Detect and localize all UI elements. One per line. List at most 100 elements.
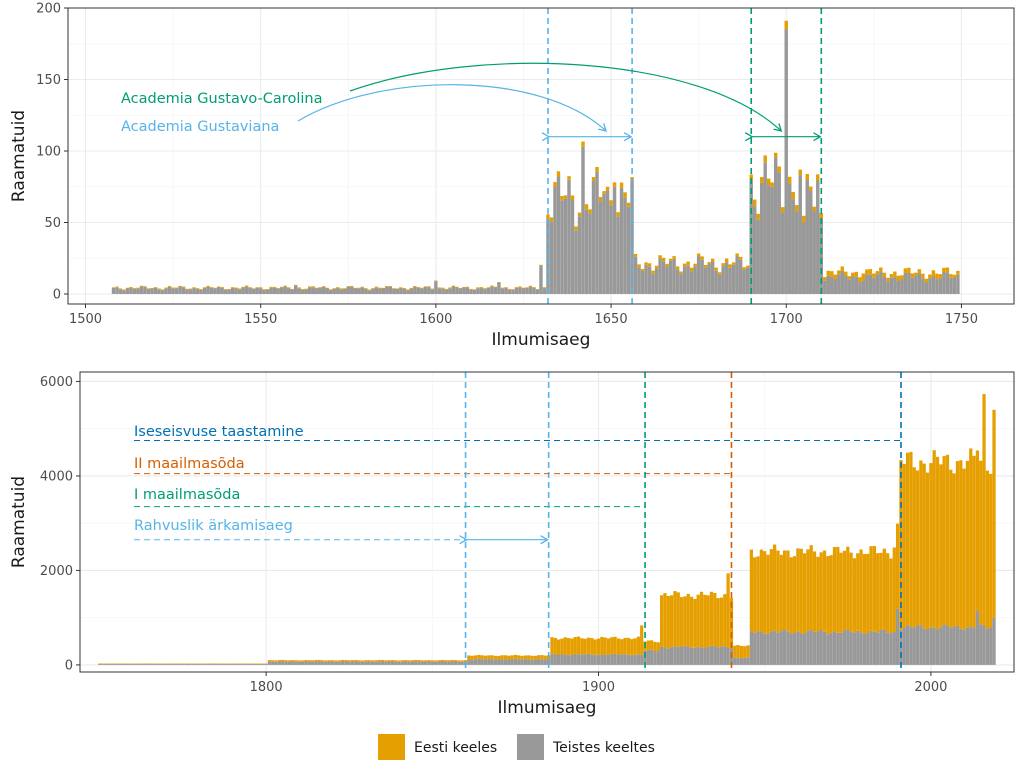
bar-other-1953 xyxy=(773,631,776,665)
bar-estonian-1714 xyxy=(834,275,837,280)
bar-estonian-1794 xyxy=(245,663,248,664)
bar-other-1537 xyxy=(213,288,216,294)
bar-estonian-1988 xyxy=(889,559,892,634)
bar-other-1827 xyxy=(354,661,357,665)
bar-estonian-1569 xyxy=(326,288,329,289)
bar-other-1848 xyxy=(424,662,427,665)
bar-estonian-1992 xyxy=(903,464,906,628)
bar-estonian-2013 xyxy=(972,456,975,628)
bar-other-1516 xyxy=(140,286,143,294)
bar-estonian-1806 xyxy=(284,660,287,661)
bar-estonian-1783 xyxy=(208,663,211,664)
x-tick-label: 1650 xyxy=(595,312,628,327)
bar-other-1689 xyxy=(746,268,749,294)
bar-estonian-1591 xyxy=(403,288,406,289)
bar-other-1527 xyxy=(178,287,181,294)
bar-estonian-1840 xyxy=(397,660,400,661)
bar-other-1533 xyxy=(199,290,202,294)
bar-estonian-1694 xyxy=(763,155,766,162)
label-i-maailmasoda: I maailmasõda xyxy=(134,487,240,503)
bar-estonian-1982 xyxy=(869,546,872,631)
bar-estonian-1849 xyxy=(427,660,430,661)
bar-other-1605 xyxy=(452,286,455,294)
bar-other-1676 xyxy=(700,260,703,294)
bar-other-1511 xyxy=(122,290,125,294)
bar-other-1788 xyxy=(225,664,228,665)
bar-other-1798 xyxy=(258,664,261,665)
bar-other-1934 xyxy=(710,646,713,665)
bar-other-1797 xyxy=(255,664,258,665)
bar-estonian-1869 xyxy=(494,656,497,660)
top-y-axis-title: Raamatuid xyxy=(9,110,29,202)
bar-estonian-1615 xyxy=(487,287,490,288)
bar-estonian-1902 xyxy=(604,638,607,655)
bar-estonian-1962 xyxy=(803,553,806,633)
bar-estonian-1516 xyxy=(140,286,143,287)
bar-estonian-1699 xyxy=(781,207,784,212)
bar-estonian-1834 xyxy=(377,660,380,661)
bar-other-1721 xyxy=(858,282,861,294)
bar-other-1883 xyxy=(540,659,543,665)
bar-other-1699 xyxy=(781,212,784,294)
bar-estonian-1517 xyxy=(143,286,146,287)
bar-estonian-1968 xyxy=(823,551,826,632)
bar-estonian-1974 xyxy=(843,551,846,630)
bar-other-1795 xyxy=(248,664,251,665)
bar-other-1876 xyxy=(517,659,520,665)
bar-other-1577 xyxy=(354,288,357,294)
bar-estonian-1530 xyxy=(189,289,192,290)
bar-other-1980 xyxy=(863,634,866,664)
bar-other-1900 xyxy=(597,655,600,665)
bar-other-1794 xyxy=(245,664,248,665)
bar-estonian-1639 xyxy=(571,195,574,200)
bar-estonian-1981 xyxy=(866,554,869,633)
bar-other-1847 xyxy=(421,662,424,665)
bar-estonian-1829 xyxy=(361,660,364,661)
y-tick-label: 4000 xyxy=(40,469,73,484)
bar-estonian-1989 xyxy=(893,547,896,631)
bar-other-1923 xyxy=(673,646,676,665)
bar-estonian-1904 xyxy=(610,637,613,654)
bar-estonian-1681 xyxy=(718,272,721,275)
bar-other-1645 xyxy=(592,181,595,294)
bar-other-1802 xyxy=(271,662,274,665)
bar-other-1971 xyxy=(833,631,836,664)
bar-other-1553 xyxy=(269,288,272,294)
bar-estonian-1668 xyxy=(672,256,675,259)
bar-estonian-1533 xyxy=(199,289,202,290)
bar-other-1909 xyxy=(627,655,630,665)
bar-other-1590 xyxy=(399,288,402,294)
bar-other-1901 xyxy=(600,654,603,664)
bar-other-1945 xyxy=(746,657,749,665)
bar-estonian-1864 xyxy=(477,655,480,659)
bar-other-1667 xyxy=(669,261,672,294)
bar-estonian-1604 xyxy=(448,288,451,289)
bar-other-1578 xyxy=(357,288,360,294)
bar-estonian-1525 xyxy=(171,288,174,289)
bar-estonian-1969 xyxy=(826,556,829,634)
bar-other-1642 xyxy=(581,147,584,294)
bar-other-1540 xyxy=(224,290,227,294)
bar-estonian-1845 xyxy=(414,660,417,661)
bar-other-1756 xyxy=(118,664,121,665)
bar-other-1759 xyxy=(128,664,131,665)
bar-other-1978 xyxy=(856,631,859,665)
bar-other-1640 xyxy=(574,230,577,294)
bar-other-1919 xyxy=(660,647,663,665)
bar-other-1707 xyxy=(809,191,812,294)
bar-estonian-1912 xyxy=(637,637,640,655)
bar-other-1726 xyxy=(876,274,879,294)
bar-other-1998 xyxy=(923,628,926,665)
bar-other-1931 xyxy=(700,647,703,665)
bar-estonian-1811 xyxy=(301,660,304,661)
bar-estonian-1812 xyxy=(304,660,307,661)
label-rahvuslik-arkamisaeg: Rahvuslik ärkamisaeg xyxy=(134,518,293,534)
bar-estonian-1743 xyxy=(935,274,938,279)
bar-other-1628 xyxy=(532,288,535,294)
bar-other-1717 xyxy=(844,276,847,294)
bar-other-1867 xyxy=(487,659,490,665)
bar-other-1737 xyxy=(914,276,917,294)
bar-estonian-1654 xyxy=(623,192,626,198)
bar-estonian-1980 xyxy=(863,554,866,634)
legend-label-other: Teistes keeltes xyxy=(552,740,655,756)
